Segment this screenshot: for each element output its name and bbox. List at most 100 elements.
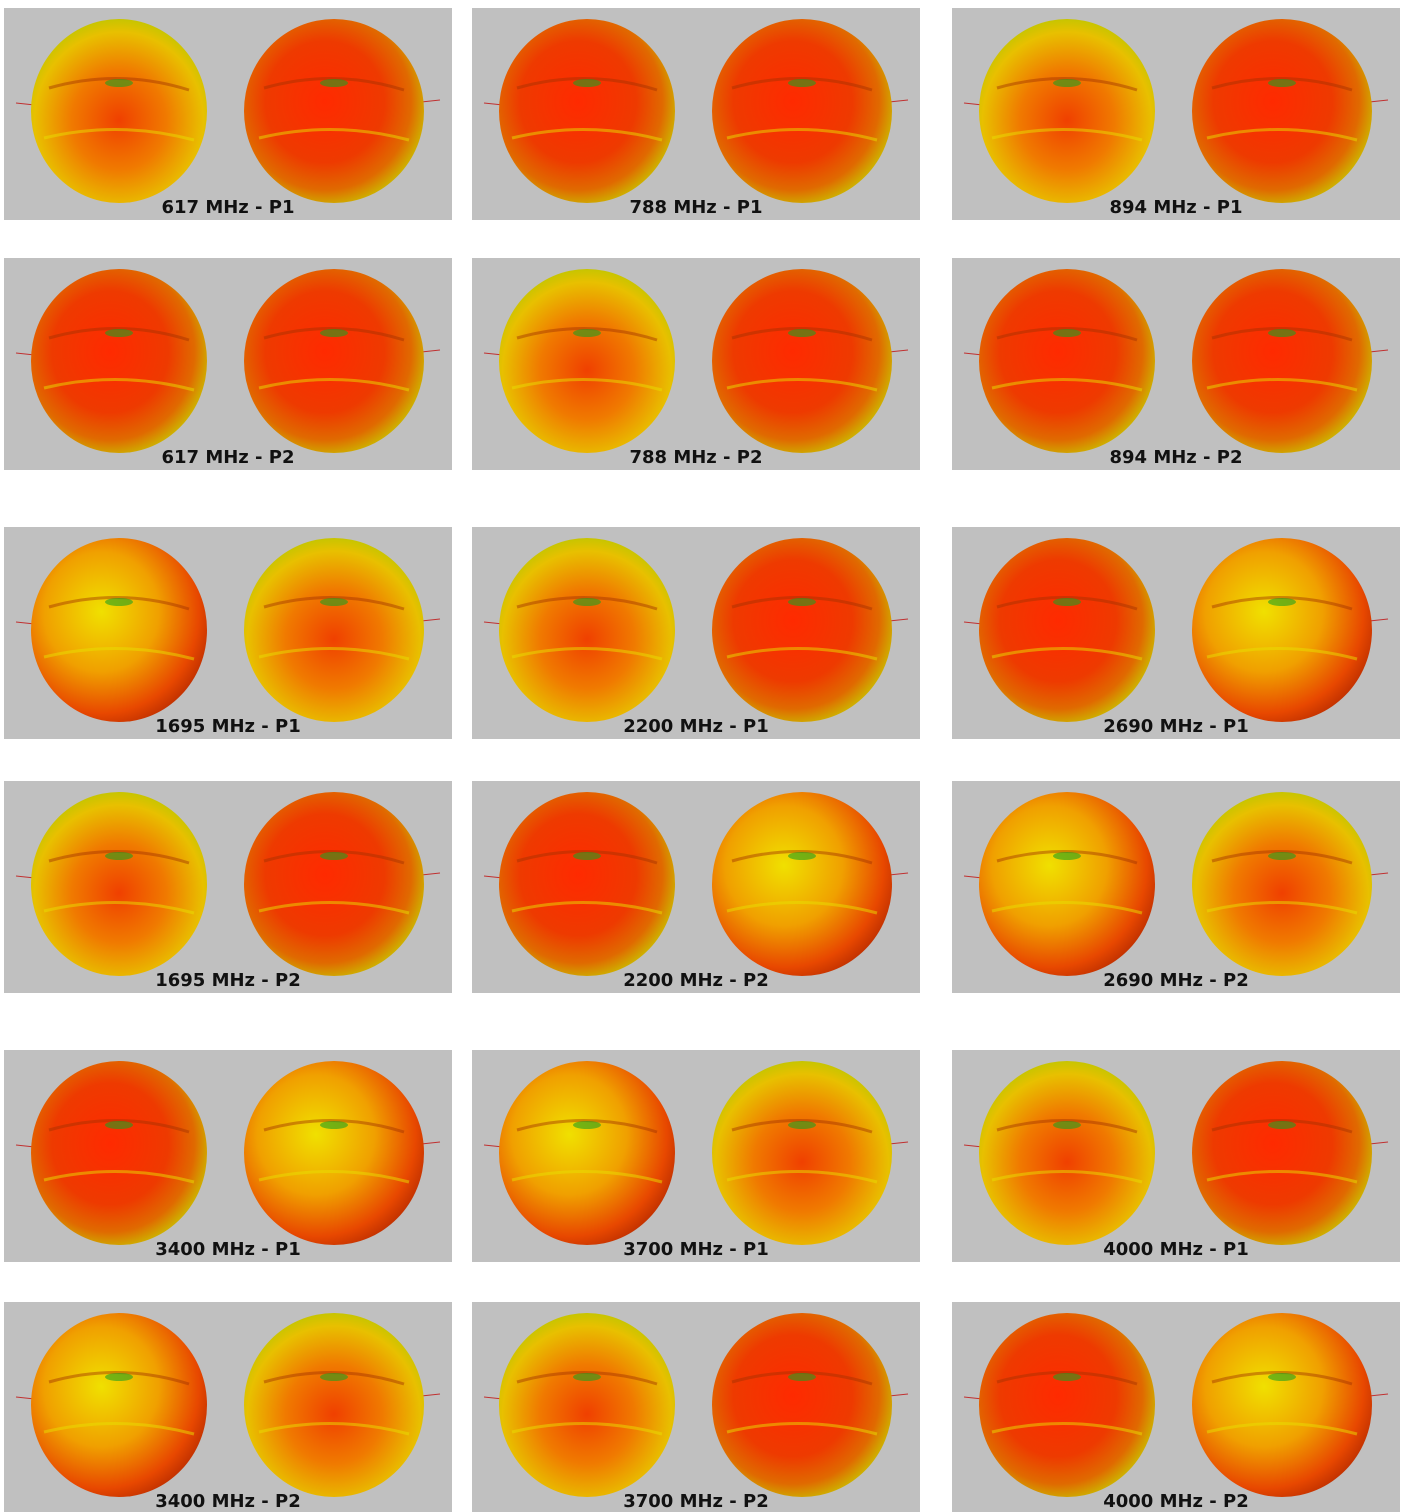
panel-label: 2200 MHz - P1 <box>623 716 769 737</box>
pattern-null <box>788 329 816 337</box>
pattern-panel: 2690 MHz - P1 <box>952 527 1400 739</box>
radiation-pattern <box>1192 538 1372 722</box>
pattern-null <box>788 1121 816 1129</box>
radiation-pattern <box>712 538 892 722</box>
pattern-ridge <box>43 646 195 661</box>
pattern-ridge <box>996 849 1138 865</box>
pattern-panel: 3700 MHz - P2 <box>472 1302 920 1512</box>
pattern-ridge <box>996 76 1138 92</box>
pattern-panel: 2690 MHz - P2 <box>952 781 1400 993</box>
pattern-ridge <box>263 1118 405 1134</box>
pattern-null <box>573 1373 601 1381</box>
pattern-panel: 894 MHz - P2 <box>952 258 1400 470</box>
pattern-null <box>573 598 601 606</box>
pattern-ridge <box>516 326 658 342</box>
panel-label: 3400 MHz - P2 <box>155 1491 301 1512</box>
pattern-ridge <box>48 595 190 611</box>
pattern-null <box>105 329 133 337</box>
pattern-ridge <box>731 76 873 92</box>
pattern-ridge <box>43 127 195 142</box>
pattern-ridge <box>731 595 873 611</box>
pattern-ridge <box>1206 1421 1358 1436</box>
pattern-ridge <box>991 900 1143 915</box>
pattern-null <box>573 852 601 860</box>
pattern-ridge <box>731 1370 873 1386</box>
pattern-panel: 2200 MHz - P1 <box>472 527 920 739</box>
pattern-panel: 788 MHz - P2 <box>472 258 920 470</box>
pattern-ridge <box>43 1169 195 1184</box>
pattern-panel: 617 MHz - P2 <box>4 258 452 470</box>
pattern-ridge <box>1211 76 1353 92</box>
pattern-null <box>1053 852 1081 860</box>
panel-label: 1695 MHz - P2 <box>155 970 301 991</box>
pattern-ridge <box>996 326 1138 342</box>
pattern-ridge <box>731 1118 873 1134</box>
pattern-null <box>1053 598 1081 606</box>
panel-label: 2690 MHz - P1 <box>1103 716 1249 737</box>
pattern-ridge <box>516 849 658 865</box>
pattern-null <box>105 79 133 87</box>
pattern-ridge <box>1211 1370 1353 1386</box>
pattern-ridge <box>516 595 658 611</box>
pattern-ridge <box>1211 1118 1353 1134</box>
pattern-ridge <box>726 127 878 142</box>
pattern-null <box>1053 329 1081 337</box>
pattern-panel: 1695 MHz - P1 <box>4 527 452 739</box>
radiation-pattern <box>31 19 207 203</box>
pattern-panel: 1695 MHz - P2 <box>4 781 452 993</box>
panel-label: 894 MHz - P1 <box>1109 197 1242 218</box>
pattern-null <box>1268 598 1296 606</box>
pattern-ridge <box>43 1421 195 1436</box>
radiation-pattern <box>712 19 892 203</box>
radiation-pattern <box>979 269 1155 453</box>
pattern-ridge <box>43 377 195 392</box>
pattern-null <box>320 79 348 87</box>
pattern-null <box>1268 79 1296 87</box>
pattern-ridge <box>991 646 1143 661</box>
radiation-pattern <box>244 792 424 976</box>
pattern-null <box>1268 329 1296 337</box>
radiation-pattern <box>979 1061 1155 1245</box>
panel-label: 788 MHz - P1 <box>629 197 762 218</box>
radiation-pattern <box>1192 19 1372 203</box>
panel-label: 894 MHz - P2 <box>1109 447 1242 468</box>
radiation-pattern <box>712 269 892 453</box>
pattern-null <box>1268 1121 1296 1129</box>
pattern-ridge <box>516 1370 658 1386</box>
pattern-ridge <box>991 1421 1143 1436</box>
pattern-ridge <box>263 76 405 92</box>
radiation-pattern <box>499 792 675 976</box>
pattern-null <box>105 1373 133 1381</box>
pattern-ridge <box>43 900 195 915</box>
pattern-null <box>1053 79 1081 87</box>
radiation-pattern <box>712 1313 892 1497</box>
pattern-ridge <box>258 1169 410 1184</box>
pattern-ridge <box>263 326 405 342</box>
radiation-pattern <box>499 1313 675 1497</box>
pattern-ridge <box>511 900 663 915</box>
panel-label: 3400 MHz - P1 <box>155 1239 301 1260</box>
pattern-panel: 4000 MHz - P2 <box>952 1302 1400 1512</box>
panel-label: 617 MHz - P2 <box>161 447 294 468</box>
pattern-ridge <box>726 1421 878 1436</box>
pattern-ridge <box>726 646 878 661</box>
radiation-pattern <box>244 269 424 453</box>
radiation-pattern <box>712 792 892 976</box>
pattern-ridge <box>511 127 663 142</box>
radiation-pattern <box>31 269 207 453</box>
pattern-null <box>1268 1373 1296 1381</box>
pattern-null <box>320 1121 348 1129</box>
radiation-pattern <box>1192 1061 1372 1245</box>
panel-label: 2690 MHz - P2 <box>1103 970 1249 991</box>
pattern-ridge <box>991 127 1143 142</box>
panel-label: 3700 MHz - P1 <box>623 1239 769 1260</box>
radiation-pattern <box>244 1061 424 1245</box>
panel-label: 2200 MHz - P2 <box>623 970 769 991</box>
pattern-null <box>573 79 601 87</box>
pattern-ridge <box>263 849 405 865</box>
pattern-null <box>320 1373 348 1381</box>
pattern-null <box>1268 852 1296 860</box>
pattern-ridge <box>996 1370 1138 1386</box>
pattern-ridge <box>511 646 663 661</box>
pattern-panel: 894 MHz - P1 <box>952 8 1400 220</box>
